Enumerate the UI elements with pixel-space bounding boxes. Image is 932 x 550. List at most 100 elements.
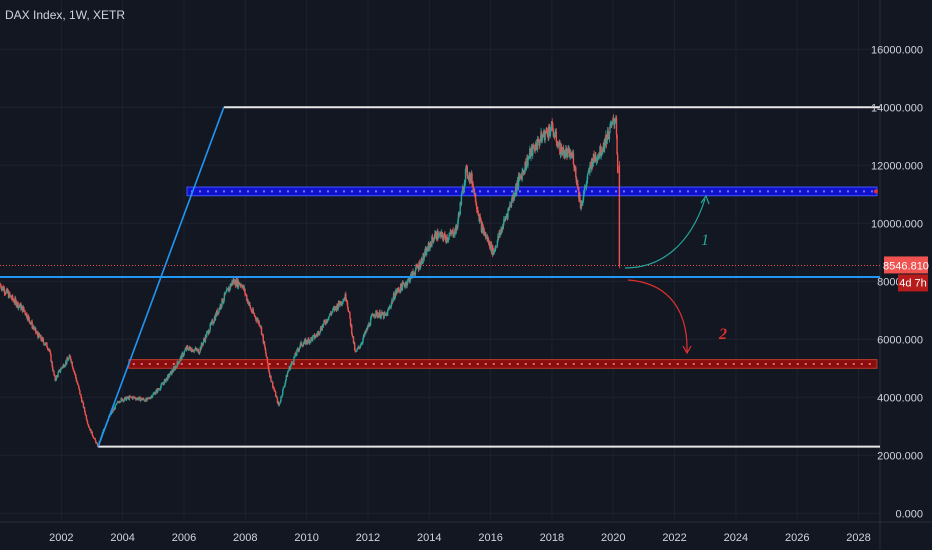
candle-body bbox=[293, 356, 296, 358]
candle-body bbox=[347, 307, 349, 312]
scenario-1-arrow[interactable] bbox=[624, 198, 706, 269]
candle-body bbox=[249, 305, 252, 309]
candle-body bbox=[539, 141, 541, 146]
candle-body bbox=[177, 361, 179, 364]
candle-body bbox=[11, 295, 14, 300]
candle-body bbox=[427, 243, 430, 251]
candle-body bbox=[73, 371, 76, 374]
candle-body bbox=[359, 345, 362, 347]
x-axis-tick-label: 2016 bbox=[478, 532, 502, 544]
candle-body bbox=[327, 319, 329, 321]
candle-body bbox=[495, 246, 497, 248]
candle-body bbox=[243, 285, 245, 291]
candle-body bbox=[332, 308, 335, 310]
candle-body bbox=[27, 315, 29, 320]
candle-body bbox=[374, 315, 377, 317]
candle-body bbox=[178, 361, 181, 363]
candle-body bbox=[76, 382, 79, 385]
candle-body bbox=[466, 166, 468, 167]
scenario-2-arrow[interactable] bbox=[627, 279, 688, 353]
candle-body bbox=[75, 374, 77, 378]
candle-body bbox=[182, 354, 185, 357]
candle-body bbox=[565, 149, 567, 157]
candle-body bbox=[261, 333, 264, 336]
candle-body bbox=[260, 326, 263, 335]
candle-body bbox=[296, 349, 298, 355]
rising-trendline[interactable] bbox=[97, 107, 225, 447]
candle-body bbox=[587, 172, 589, 174]
candle-body bbox=[132, 396, 134, 399]
candle-body bbox=[376, 311, 378, 317]
candle-body bbox=[596, 156, 599, 161]
x-axis-tick-label: 2014 bbox=[417, 532, 441, 544]
candle-body bbox=[9, 292, 11, 296]
zone-end-marker bbox=[874, 189, 878, 194]
candle-body bbox=[448, 234, 451, 236]
candle-body bbox=[505, 216, 507, 218]
candle-body bbox=[281, 394, 283, 397]
candle-body bbox=[586, 179, 588, 183]
candle-body bbox=[201, 343, 203, 345]
candle-body bbox=[293, 357, 295, 363]
candle-body bbox=[139, 399, 142, 401]
candle-body bbox=[292, 362, 295, 364]
candle-body bbox=[568, 148, 571, 158]
candle-body bbox=[443, 236, 445, 240]
candle-body bbox=[152, 393, 154, 396]
candle-body bbox=[525, 165, 527, 170]
candle-body bbox=[176, 361, 178, 368]
candle-body bbox=[276, 397, 279, 403]
candle-body bbox=[274, 391, 277, 397]
candle-body bbox=[26, 313, 28, 318]
candle-body bbox=[583, 187, 586, 193]
candle-body bbox=[366, 325, 369, 330]
candle-body bbox=[324, 321, 326, 324]
candle-body bbox=[17, 305, 20, 308]
candle-body bbox=[323, 320, 325, 324]
candle-body bbox=[61, 367, 63, 369]
candle-body bbox=[220, 306, 223, 308]
resistance-zone[interactable] bbox=[186, 186, 878, 197]
candle-body bbox=[53, 370, 55, 375]
candle-body bbox=[348, 311, 351, 313]
candle-body bbox=[306, 342, 309, 344]
candle-body bbox=[128, 396, 131, 400]
candle-body bbox=[196, 349, 198, 351]
candle-body bbox=[513, 195, 516, 199]
last-price-tag bbox=[884, 256, 928, 274]
candle-body bbox=[23, 307, 25, 311]
x-axis-tick-label: 2020 bbox=[601, 532, 625, 544]
candle-body bbox=[51, 361, 53, 367]
candle-body bbox=[130, 396, 132, 398]
candle-body bbox=[600, 155, 602, 157]
candle-body bbox=[546, 128, 548, 132]
candle-body bbox=[441, 232, 443, 234]
candle-body bbox=[612, 118, 615, 122]
candle-body bbox=[55, 376, 58, 381]
candle-body bbox=[146, 398, 148, 401]
candle-body bbox=[92, 435, 94, 437]
candle-body bbox=[496, 240, 499, 246]
candle-body bbox=[75, 377, 78, 382]
candle-body bbox=[342, 300, 345, 302]
candle-body bbox=[229, 284, 231, 289]
candle-body bbox=[467, 176, 469, 179]
candle-body bbox=[464, 181, 466, 183]
candle-body bbox=[380, 314, 382, 318]
candle-body bbox=[287, 369, 290, 371]
candle-body bbox=[477, 213, 480, 216]
support-zone[interactable] bbox=[128, 359, 878, 369]
candle-body bbox=[222, 302, 224, 304]
candle-body bbox=[34, 327, 37, 333]
candle-body bbox=[197, 349, 200, 354]
candle-body bbox=[330, 312, 333, 315]
candle-body bbox=[272, 381, 274, 388]
candle-body bbox=[466, 166, 469, 177]
candle-body bbox=[448, 235, 450, 240]
candle-body bbox=[397, 288, 400, 290]
candle-body bbox=[211, 320, 214, 325]
candle-body bbox=[316, 332, 319, 336]
candle-body bbox=[208, 330, 211, 333]
candle-body bbox=[298, 348, 300, 351]
